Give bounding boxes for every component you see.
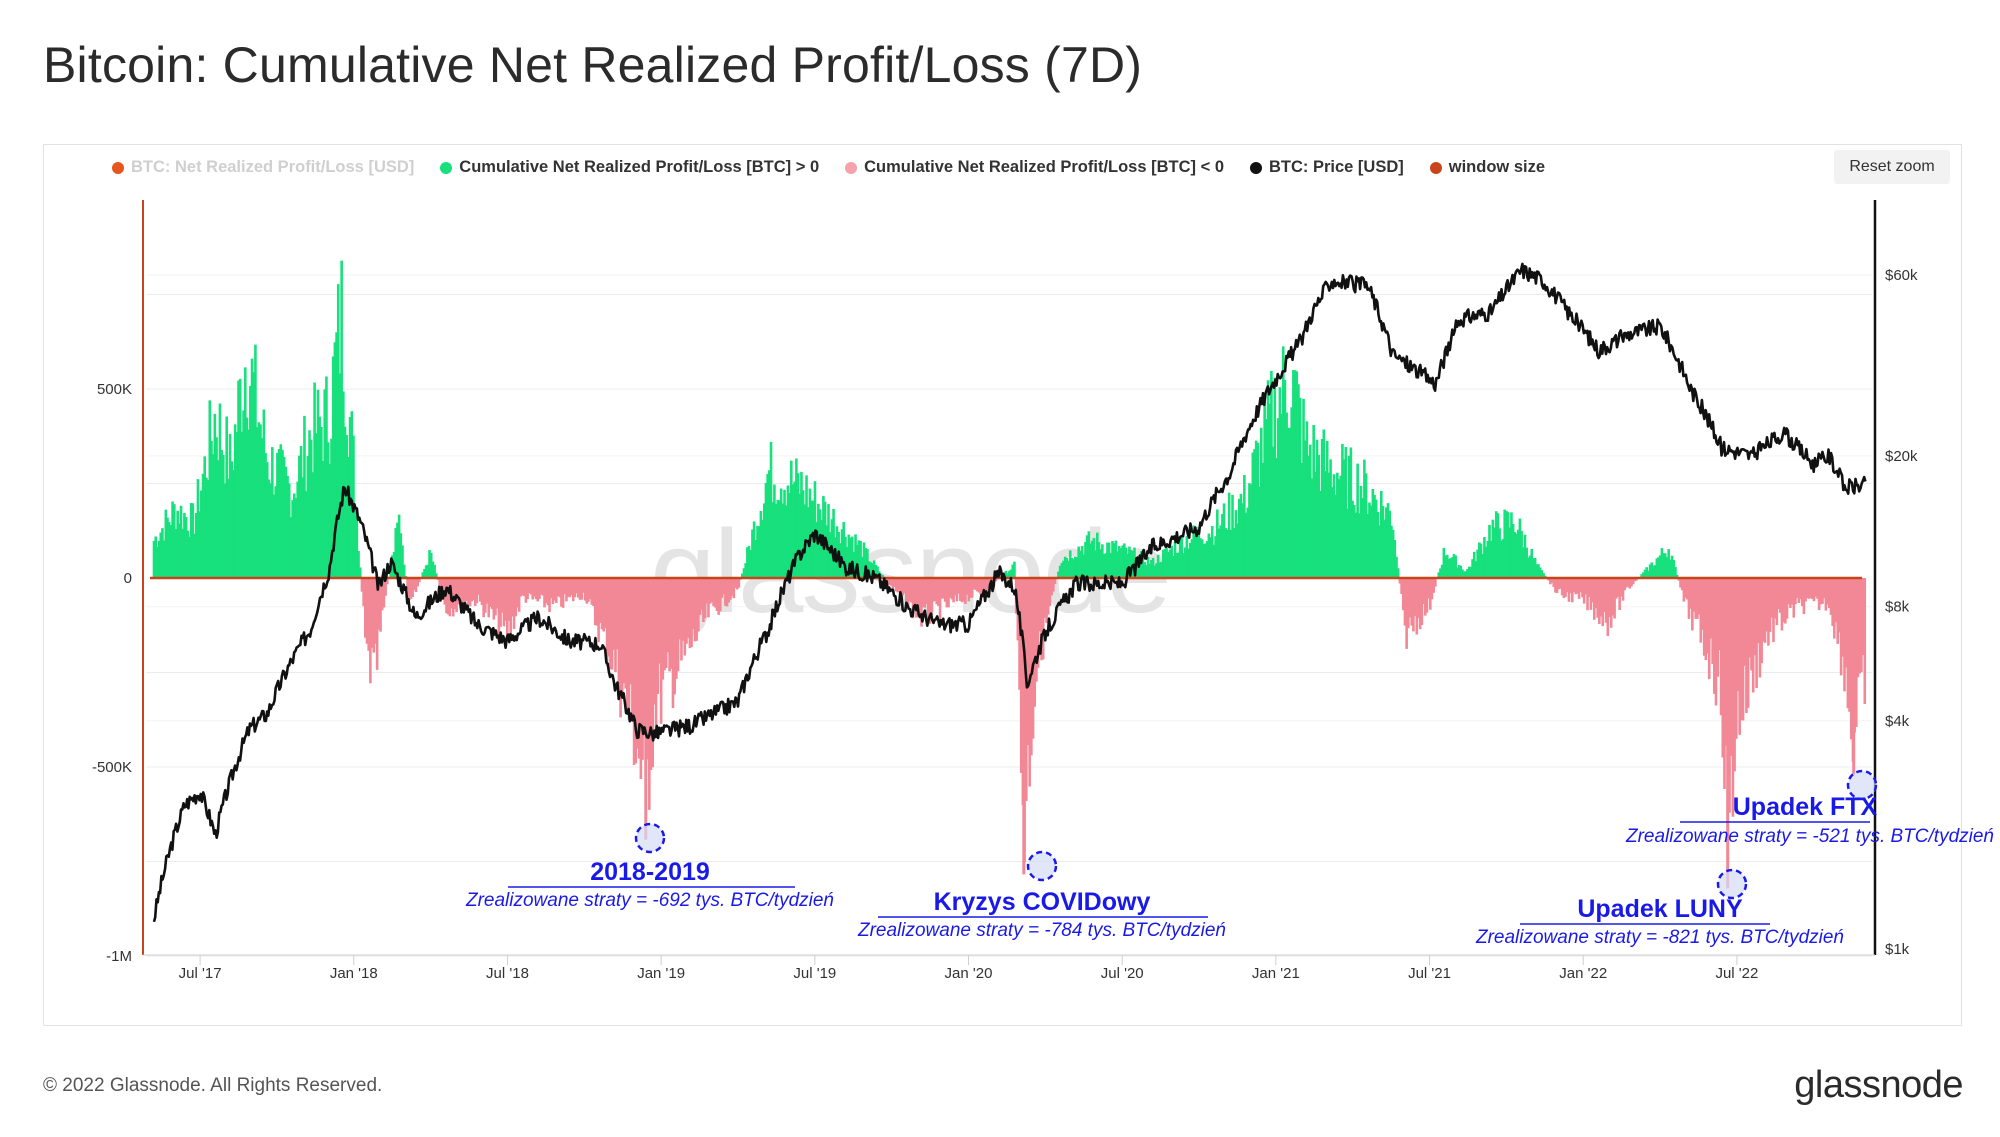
y-tick-label-left: -500K (92, 759, 132, 776)
y-tick-label-right: $20k (1885, 448, 1918, 465)
legend-label: Cumulative Net Realized Profit/Loss [BTC… (864, 158, 1224, 176)
x-tick-label: Jul '18 (486, 965, 529, 982)
y-tick-label-right: $8k (1885, 599, 1910, 616)
annotation-2: Kryzys COVIDowy Zrealizowane straty = -78… (857, 850, 1226, 941)
legend-dot (845, 161, 858, 174)
annotation-circle (1716, 868, 1748, 900)
legend-item-net-realized-usd[interactable]: BTC: Net Realized Profit/Loss [USD] (112, 158, 414, 177)
legend-item-cumulative-negative[interactable]: Cumulative Net Realized Profit/Loss [BTC… (845, 158, 1224, 177)
legend-dot (1250, 161, 1262, 174)
x-tick-label: Jan '20 (945, 965, 993, 982)
x-tick-label: Jul '21 (1408, 965, 1451, 982)
annotation-4: Upadek FTX Zrealizowane straty = -521 tys… (1625, 769, 1994, 847)
legend-label: BTC: Net Realized Profit/Loss [USD] (131, 158, 415, 176)
btc-price-line (152, 262, 1867, 923)
x-tick-label: Jan '18 (330, 965, 378, 982)
reset-zoom-button[interactable]: Reset zoom (1834, 150, 1950, 184)
annotation-title: Kryzys COVIDowy (934, 888, 1151, 916)
y-tick-label-left: 500K (97, 381, 132, 398)
legend-dot (1429, 161, 1442, 174)
annotation-circle (634, 822, 666, 854)
annotation-title: 2018-2019 (590, 858, 710, 886)
legend-label: window size (1448, 158, 1546, 176)
chart-frame (43, 144, 1962, 1026)
annotation-title: Upadek FTX (1733, 793, 1878, 821)
x-tick-label: Jan '21 (1252, 965, 1300, 982)
x-tick-label: Jan '22 (1559, 965, 1607, 982)
legend-item-btc-price[interactable]: BTC: Price [USD] (1250, 158, 1404, 177)
annotation-subtitle: Zrealizowane straty = -821 tys. BTC/tydz… (1475, 927, 1844, 948)
annotation-circle (1026, 850, 1058, 882)
y-tick-label-right: $4k (1885, 713, 1910, 730)
copyright-text: © 2022 Glassnode. All Rights Reserved. (43, 1075, 383, 1096)
y-tick-label-left: 0 (124, 570, 132, 587)
annotation-1: 2018-2019 Zrealizowane straty = -692 tys.… (465, 822, 834, 911)
legend-item-window-size[interactable]: window size (1429, 158, 1546, 177)
annotation-title: Upadek LUNY (1577, 895, 1743, 923)
annotation-subtitle: Zrealizowane straty = -521 tys. BTC/tydz… (1625, 826, 1994, 847)
annotation-circle (1846, 769, 1878, 801)
x-tick-label: Jul '19 (793, 965, 836, 982)
annotation-3: Upadek LUNY Zrealizowane straty = -821 ty… (1475, 868, 1844, 948)
y-tick-label-right: $60k (1885, 267, 1918, 284)
legend-label: BTC: Price [USD] (1269, 158, 1404, 176)
legend-dot (440, 161, 453, 174)
x-tick-label: Jul '22 (1715, 965, 1758, 982)
x-tick-label: Jan '19 (637, 965, 685, 982)
legend-dot (112, 161, 124, 174)
chart-legend: BTC: Net Realized Profit/Loss [USD] Cumu… (112, 158, 1545, 177)
annotation-subtitle: Zrealizowane straty = -692 tys. BTC/tydz… (465, 890, 834, 911)
histogram-bars (152, 260, 1867, 889)
y-tick-label-left: -1M (106, 948, 132, 965)
legend-label: Cumulative Net Realized Profit/Loss [BTC… (459, 158, 820, 176)
annotation-subtitle: Zrealizowane straty = -784 tys. BTC/tydz… (857, 920, 1226, 941)
page-title: Bitcoin: Cumulative Net Realized Profit/… (43, 37, 1143, 93)
x-tick-label: Jul '17 (179, 965, 222, 982)
legend-item-cumulative-positive[interactable]: Cumulative Net Realized Profit/Loss [BTC… (440, 158, 819, 177)
y-tick-label-right: $1k (1885, 941, 1910, 958)
glassnode-logo: glassnode (1794, 1064, 1963, 1106)
x-tick-label: Jul '20 (1101, 965, 1144, 982)
